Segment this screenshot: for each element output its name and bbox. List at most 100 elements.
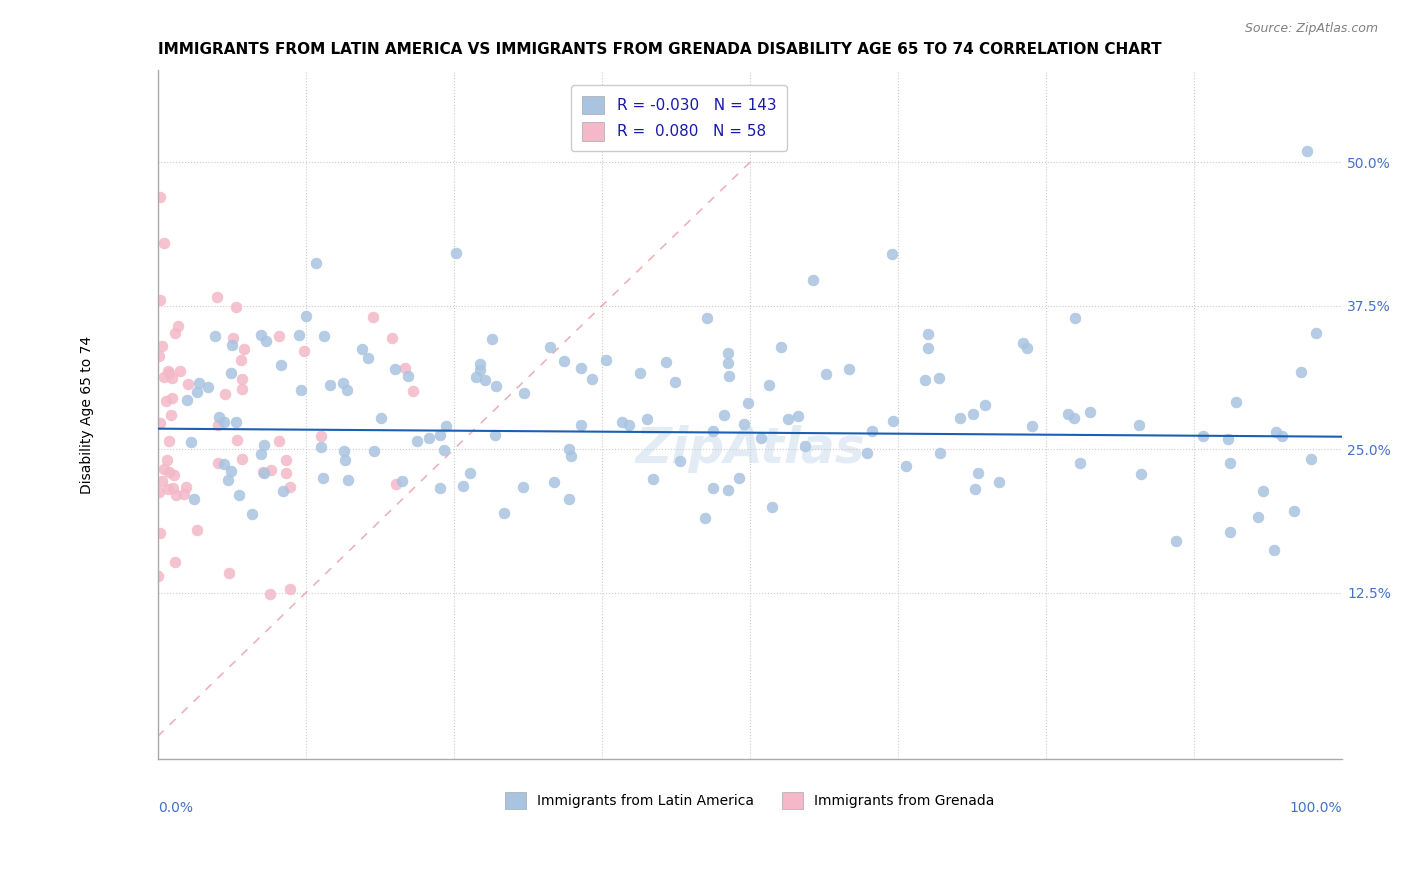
Point (219, 464, 242, 478)
Point (259, 463, 281, 477)
Point (259, 587, 281, 601)
Point (229, 352, 252, 367)
Point (636, 412, 658, 426)
Point (333, 453, 356, 467)
Point (1192, 429, 1215, 443)
Point (150, 475, 173, 489)
Point (717, 356, 740, 370)
Point (1078, 405, 1101, 419)
Point (610, 415, 633, 429)
Point (974, 398, 997, 412)
Point (157, 366, 180, 380)
Point (776, 412, 799, 426)
Point (434, 418, 457, 433)
Point (962, 407, 984, 421)
Point (214, 387, 236, 401)
Point (418, 431, 440, 445)
Point (1219, 524, 1241, 539)
Point (838, 362, 860, 376)
Point (276, 453, 298, 467)
Point (702, 425, 724, 439)
Point (186, 384, 208, 399)
Point (693, 511, 716, 525)
Point (167, 318, 190, 333)
Point (512, 480, 534, 494)
Point (860, 424, 883, 438)
Point (1299, 452, 1322, 467)
Point (267, 329, 290, 343)
Point (1012, 336, 1035, 351)
Point (332, 376, 354, 390)
Point (205, 290, 228, 304)
Point (465, 369, 488, 384)
Point (231, 452, 253, 467)
Point (758, 378, 780, 392)
Point (180, 435, 202, 450)
Point (208, 410, 231, 425)
Point (384, 362, 406, 376)
Point (249, 327, 271, 342)
Point (717, 483, 740, 498)
Point (273, 483, 295, 498)
Point (1069, 456, 1091, 470)
Point (157, 434, 180, 448)
Point (1263, 543, 1285, 558)
Point (370, 411, 392, 425)
Point (538, 340, 561, 354)
Point (492, 506, 515, 520)
Point (156, 482, 179, 496)
Point (278, 582, 301, 597)
Point (733, 417, 755, 431)
Point (717, 346, 740, 360)
Point (305, 256, 328, 270)
Point (207, 456, 229, 470)
Point (1064, 311, 1087, 326)
Point (595, 353, 617, 368)
Point (619, 417, 641, 432)
Point (451, 479, 474, 493)
Point (204, 329, 226, 343)
Point (1164, 534, 1187, 549)
Point (560, 449, 582, 463)
Point (292, 343, 315, 358)
Text: 0.0%: 0.0% (157, 801, 193, 814)
Point (643, 473, 665, 487)
Point (361, 310, 384, 324)
Point (987, 475, 1010, 490)
Point (232, 342, 254, 356)
Point (148, 485, 170, 500)
Point (963, 483, 986, 497)
Point (474, 373, 496, 387)
Point (928, 370, 950, 384)
Point (1271, 429, 1294, 443)
Point (231, 383, 253, 397)
Legend: Immigrants from Latin America, Immigrants from Grenada: Immigrants from Latin America, Immigrant… (501, 787, 1000, 814)
Point (290, 383, 312, 397)
Text: Source: ZipAtlas.com: Source: ZipAtlas.com (1244, 22, 1378, 36)
Point (801, 273, 824, 287)
Point (228, 488, 250, 502)
Point (350, 342, 373, 356)
Point (212, 457, 235, 471)
Point (581, 372, 603, 386)
Point (929, 445, 952, 459)
Point (162, 481, 184, 495)
Point (1021, 418, 1043, 433)
Text: ZipAtlas: ZipAtlas (636, 425, 865, 474)
Point (155, 393, 177, 408)
Point (468, 357, 491, 371)
Point (1128, 418, 1150, 433)
Point (664, 375, 686, 389)
Point (1219, 456, 1241, 470)
Point (1289, 365, 1312, 379)
Point (163, 467, 186, 482)
Point (250, 447, 273, 461)
Point (669, 454, 692, 468)
Point (173, 486, 195, 500)
Point (696, 310, 718, 325)
Point (1225, 395, 1247, 409)
Point (882, 247, 904, 261)
Point (394, 360, 416, 375)
Point (253, 438, 276, 452)
Point (1015, 341, 1038, 355)
